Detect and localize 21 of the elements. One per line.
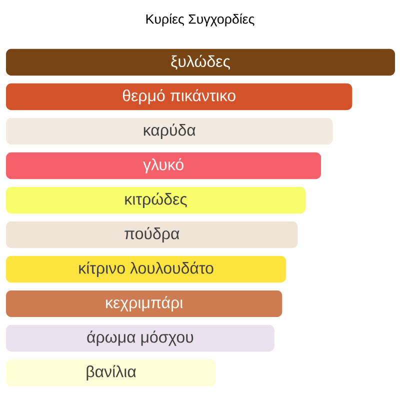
y-tick-label: άρωμα μόσχου [87,330,194,346]
chart-title: Κυρίες Συγχορδίες [146,14,254,26]
bar [6,48,395,76]
y-tick-label: κιτρώδες [125,192,187,208]
y-tick-label: γλυκό [143,158,184,174]
y-tick-label: καρύδα [144,124,196,139]
bar [6,256,286,283]
y-tick-label: θερμό πικάντικο [122,89,236,104]
bar [6,221,298,248]
y-tick-label: κίτρινο λουλουδάτο [79,262,214,277]
bar [6,290,282,318]
bar [6,324,274,352]
y-tick-label: πούδρα [124,227,180,242]
bar [6,186,306,214]
bar [6,359,216,386]
y-tick-label: βανίλια [86,365,136,380]
y-tick-label: κεχριμπάρι [106,296,183,312]
bar [6,152,322,180]
y-tick-label: ξυλώδες [171,54,230,70]
bar [6,118,333,145]
bar [6,83,352,110]
